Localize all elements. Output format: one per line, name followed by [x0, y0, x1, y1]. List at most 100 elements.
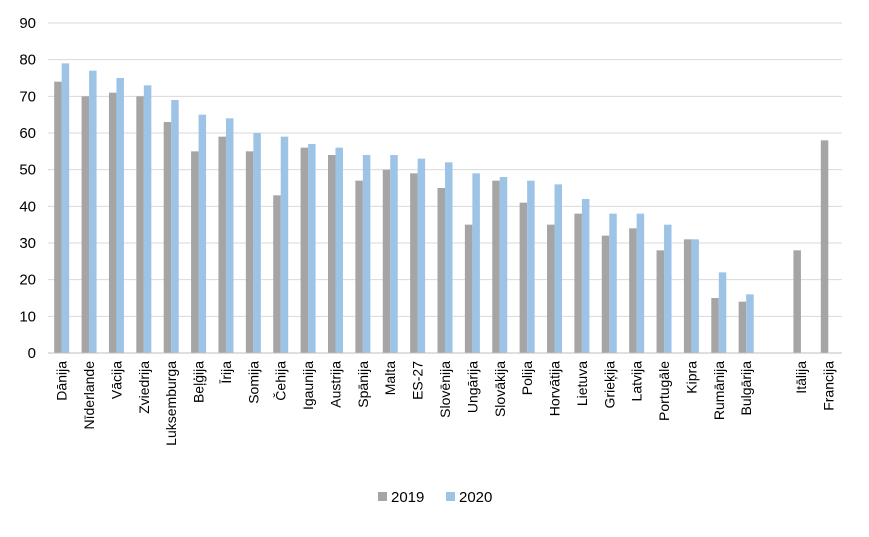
y-tick-label: 60 — [19, 125, 36, 142]
bar-2020 — [718, 272, 727, 353]
legend-swatch — [446, 492, 455, 501]
bar-2020 — [335, 147, 343, 353]
legend-label: 2020 — [459, 489, 492, 506]
bar-2019 — [738, 301, 747, 353]
bar-2020 — [171, 100, 179, 353]
bar-2020 — [417, 158, 426, 353]
y-tick-label: 80 — [19, 52, 36, 69]
bars — [54, 63, 829, 354]
x-category-label: Slovēnija — [437, 361, 453, 418]
y-tick-label: 50 — [19, 162, 36, 179]
bar-2019 — [108, 92, 117, 354]
bar-2019 — [218, 136, 226, 353]
x-category-label: Luksemburga — [163, 361, 179, 446]
bar-2019 — [136, 96, 144, 353]
x-category-label: Ungārija — [464, 361, 480, 413]
y-tick-label: 70 — [19, 88, 36, 105]
x-category-label: Čehija — [273, 361, 289, 401]
bar-2020 — [554, 184, 563, 353]
x-category-label: Vācija — [108, 361, 124, 399]
x-category-label: Somija — [245, 361, 261, 404]
y-tick-label: 10 — [19, 308, 36, 325]
bar-2020 — [581, 199, 590, 353]
bar-2019 — [820, 140, 829, 353]
bar-2020 — [280, 136, 289, 353]
bar-2019 — [410, 173, 418, 353]
y-tick-label: 20 — [19, 272, 36, 289]
bar-2019 — [191, 151, 199, 353]
x-category-label: Zviedrija — [136, 361, 152, 414]
bar-2019 — [574, 213, 582, 353]
x-category-label: Lietuva — [574, 361, 590, 406]
bar-2019 — [245, 151, 254, 353]
bar-2020 — [527, 180, 535, 353]
x-category-label: Grieķija — [601, 361, 617, 409]
bar-2019 — [629, 228, 637, 353]
x-category-label: Beļģija — [191, 361, 207, 403]
bar-2020 — [746, 294, 754, 353]
legend-label: 2019 — [391, 489, 424, 506]
x-category-label: Austrija — [327, 361, 343, 408]
y-axis-ticks: 0 10 20 30 40 50 60 70 80 90 — [19, 15, 36, 362]
x-category-label: Polija — [519, 361, 535, 395]
y-tick-label: 90 — [19, 15, 36, 32]
bar-2020 — [225, 118, 234, 353]
x-category-label: Malta — [382, 361, 398, 395]
bar-2019 — [711, 298, 719, 353]
bar-2019 — [656, 250, 665, 353]
bar-2020 — [116, 78, 124, 353]
x-category-label: Slovākija — [492, 361, 508, 417]
bar-2020 — [143, 85, 152, 353]
bar-2020 — [445, 162, 453, 353]
bar-2020 — [636, 213, 645, 353]
bar-2020 — [198, 114, 207, 354]
y-tick-label: 30 — [19, 235, 36, 252]
x-category-label: Dānija — [54, 361, 70, 401]
bar-2019 — [547, 224, 555, 353]
bar-2019 — [81, 96, 90, 353]
x-category-label: Francija — [820, 361, 836, 411]
x-category-label: Itālija — [793, 361, 809, 394]
bar-2019 — [683, 239, 692, 353]
bar-2019 — [300, 147, 309, 353]
bar-2019 — [327, 155, 336, 353]
bar-2020 — [308, 144, 316, 353]
bar-2019 — [437, 188, 445, 353]
bar-2019 — [382, 169, 391, 353]
x-category-label: Horvātija — [547, 361, 563, 416]
bar-2019 — [793, 250, 801, 353]
bar-2020 — [61, 63, 70, 353]
x-category-label: Latvija — [629, 361, 645, 402]
x-category-label: Bulgārija — [738, 361, 754, 416]
bar-2019 — [54, 81, 62, 354]
x-category-label: Kipra — [683, 361, 699, 394]
bar-2019 — [273, 195, 281, 353]
bar-2020 — [609, 213, 617, 353]
x-axis-labels: Dānija Nīderlande Vācija Zviedrija Luksembur… — [54, 361, 837, 446]
bar-2020 — [362, 155, 371, 353]
bar-2020 — [89, 70, 97, 354]
bar-2020 — [390, 155, 398, 353]
x-category-label: Portugāle — [656, 361, 672, 421]
x-category-label: Īrija — [218, 361, 234, 384]
bar-2019 — [492, 180, 500, 353]
bar-2019 — [601, 235, 610, 353]
legend: 2019 2020 — [378, 489, 492, 506]
bar-2020 — [253, 133, 261, 353]
bar-2020 — [691, 239, 699, 353]
bar-2020 — [499, 177, 508, 353]
bar-2019 — [464, 224, 473, 353]
bar-2020 — [664, 224, 672, 353]
x-category-label: Igaunija — [300, 361, 316, 410]
bar-2019 — [519, 202, 528, 353]
bar-2020 — [472, 173, 480, 353]
x-category-label: Rumānija — [711, 361, 727, 420]
bar-2019 — [163, 122, 172, 353]
y-tick-label: 0 — [28, 345, 36, 362]
y-tick-label: 40 — [19, 198, 36, 215]
x-category-label: Nīderlande — [81, 361, 97, 430]
x-category-label: ES-27 — [410, 361, 426, 400]
bar-2019 — [355, 180, 363, 353]
x-category-label: Spānija — [355, 361, 371, 408]
